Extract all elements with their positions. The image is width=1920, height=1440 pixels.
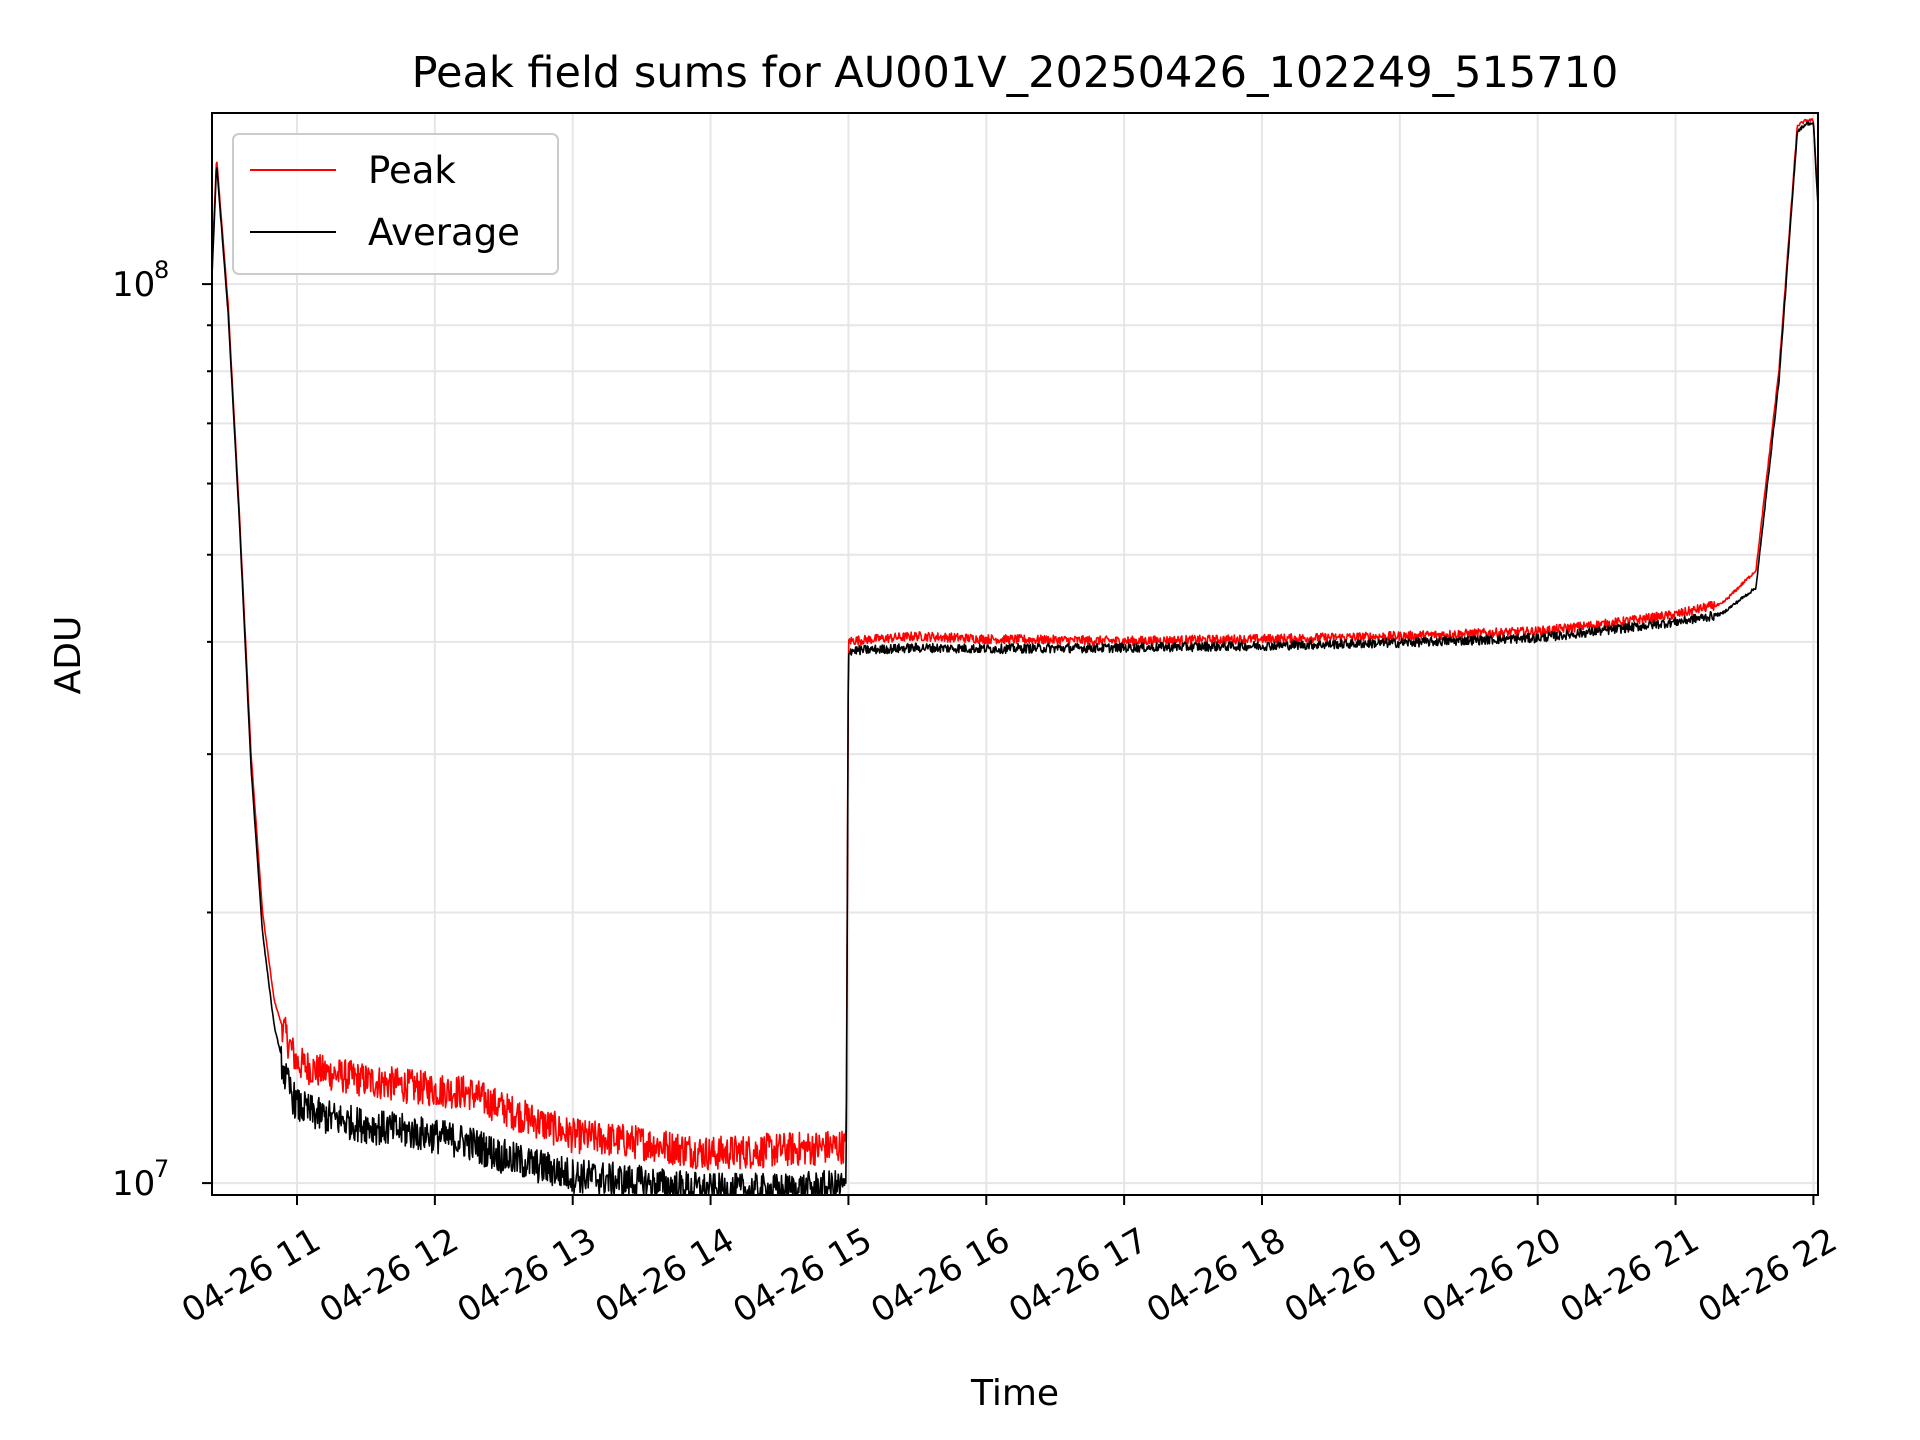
x-tick-label: 04-26 16	[864, 1220, 1016, 1331]
y-tick-exponent: 8	[154, 256, 169, 284]
x-tick-label: 04-26 17	[1002, 1220, 1154, 1331]
grid-layer	[212, 113, 1818, 1195]
chart-title: Peak field sums for AU001V_20250426_1022…	[412, 48, 1619, 98]
legend: Peak Average	[232, 133, 559, 275]
y-tick-base: 10	[112, 265, 155, 305]
x-tick-label: 04-26 18	[1140, 1220, 1292, 1331]
series-line-peak	[211, 118, 1819, 1171]
legend-label-average: Average	[368, 211, 520, 254]
x-tick-label: 04-26 22	[1692, 1220, 1844, 1331]
series-line-average	[211, 121, 1819, 1196]
x-tick-label: 04-26 13	[451, 1220, 603, 1331]
x-axis-label: Time	[970, 1373, 1059, 1414]
y-tick-label: 108	[112, 256, 169, 305]
x-tick-label: 04-26 11	[175, 1220, 327, 1331]
y-tick-label: 107	[112, 1155, 169, 1204]
x-tick-label: 04-26 14	[589, 1220, 741, 1331]
x-tick-label: 04-26 15	[727, 1220, 879, 1331]
series-layer	[211, 118, 1819, 1196]
plot-frame	[211, 112, 1819, 1196]
y-tick-exponent: 7	[154, 1155, 169, 1183]
x-tick-label: 04-26 20	[1416, 1220, 1568, 1331]
y-axis-label: ADU	[48, 616, 89, 695]
legend-label-peak: Peak	[368, 149, 456, 192]
x-tick-label: 04-26 19	[1278, 1220, 1430, 1331]
x-tick-label: 04-26 12	[313, 1220, 465, 1331]
x-tick-label: 04-26 21	[1554, 1220, 1706, 1331]
y-tick-base: 10	[112, 1164, 155, 1204]
